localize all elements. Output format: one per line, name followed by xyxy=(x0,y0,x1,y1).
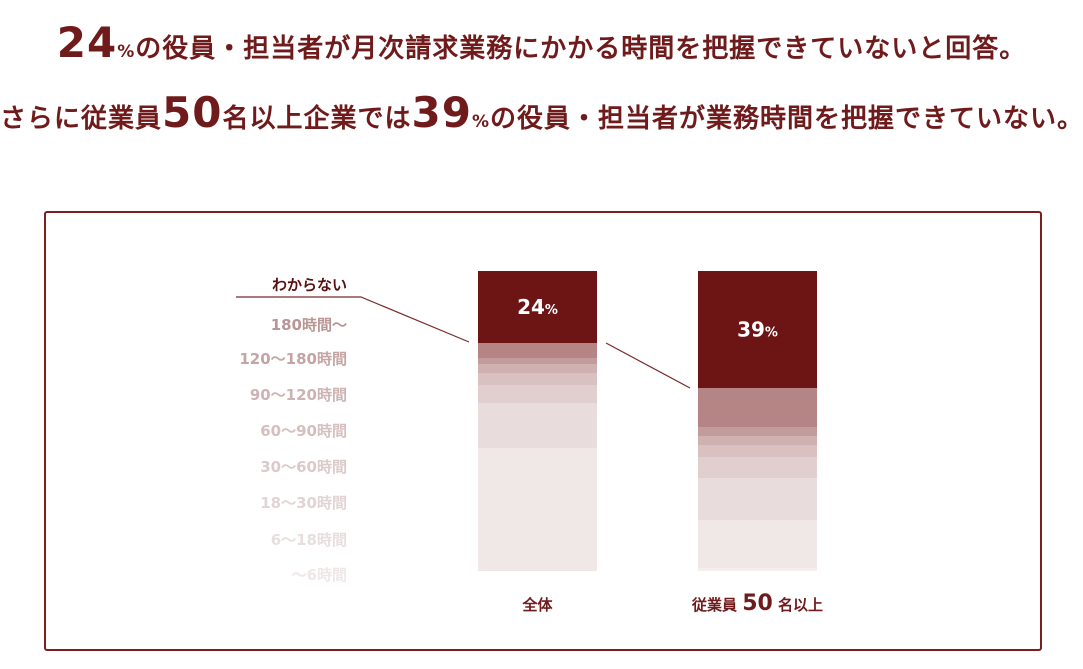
bar-segment-0-3 xyxy=(478,364,597,373)
bar-segment-0-6 xyxy=(478,403,597,448)
bar-segment-1-0 xyxy=(698,271,817,388)
bar-segment-1-8 xyxy=(698,568,817,571)
headline-line-1-text: の役員・担当者が月次請求業務にかかる時間を把握できていないと回答。 xyxy=(135,34,1027,64)
headline-employee-count: 50 xyxy=(162,88,223,137)
bar-segment-0-5 xyxy=(478,385,597,403)
category-label-0: 全体 xyxy=(521,596,553,614)
legend-label-5: 30〜60時間 xyxy=(260,458,347,476)
bar-percent-label-0: 24% xyxy=(517,295,558,319)
bar-segment-0-0 xyxy=(478,271,597,343)
legend-label-2: 120〜180時間 xyxy=(239,350,347,368)
bar-segment-0-4 xyxy=(478,373,597,385)
headline-line-2: さらに従業員50名以上企業では39%の役員・担当者が業務時間を把握できていない。 xyxy=(0,92,1083,135)
legend-label-1: 180時間〜 xyxy=(271,316,347,334)
legend-label-0: わからない xyxy=(272,276,347,294)
bar-connector-line xyxy=(605,342,691,389)
headline-percent-sign: % xyxy=(117,42,136,62)
category-label-1: 従業員 50 名以上 xyxy=(691,591,823,616)
bar-segment-1-5 xyxy=(698,457,817,478)
headline-line-2-mid: 名以上企業では xyxy=(222,104,412,134)
headline-line-2-prefix: さらに従業員 xyxy=(0,104,163,134)
chart-frame xyxy=(44,211,1042,651)
legend-label-8: 〜6時間 xyxy=(292,566,347,584)
legend-label-6: 18〜30時間 xyxy=(260,494,347,512)
bar-segment-0-1 xyxy=(478,343,597,358)
legend-label-3: 90〜120時間 xyxy=(250,386,347,404)
headline-line-2-text: の役員・担当者が業務時間を把握できていない。 xyxy=(489,104,1083,134)
bar-segment-1-1 xyxy=(698,388,817,427)
legend-connector-line xyxy=(236,296,470,343)
headline-percent-sign-2: % xyxy=(471,112,490,132)
legend-label-7: 6〜18時間 xyxy=(271,531,347,549)
bar-segment-0-7 xyxy=(478,448,597,571)
headline-line-1: 24%の役員・担当者が月次請求業務にかかる時間を把握できていないと回答。 xyxy=(0,22,1083,65)
headline-percent-all: 24 xyxy=(56,18,118,67)
bar-segment-1-3 xyxy=(698,436,817,445)
bar-segment-0-2 xyxy=(478,358,597,364)
bar-percent-label-1: 39% xyxy=(737,318,778,342)
bar-segment-1-2 xyxy=(698,427,817,436)
bar-segment-1-7 xyxy=(698,520,817,568)
legend-label-4: 60〜90時間 xyxy=(260,422,347,440)
headline-percent-50plus: 39 xyxy=(411,88,472,137)
bar-segment-1-4 xyxy=(698,445,817,457)
bar-segment-1-6 xyxy=(698,478,817,520)
